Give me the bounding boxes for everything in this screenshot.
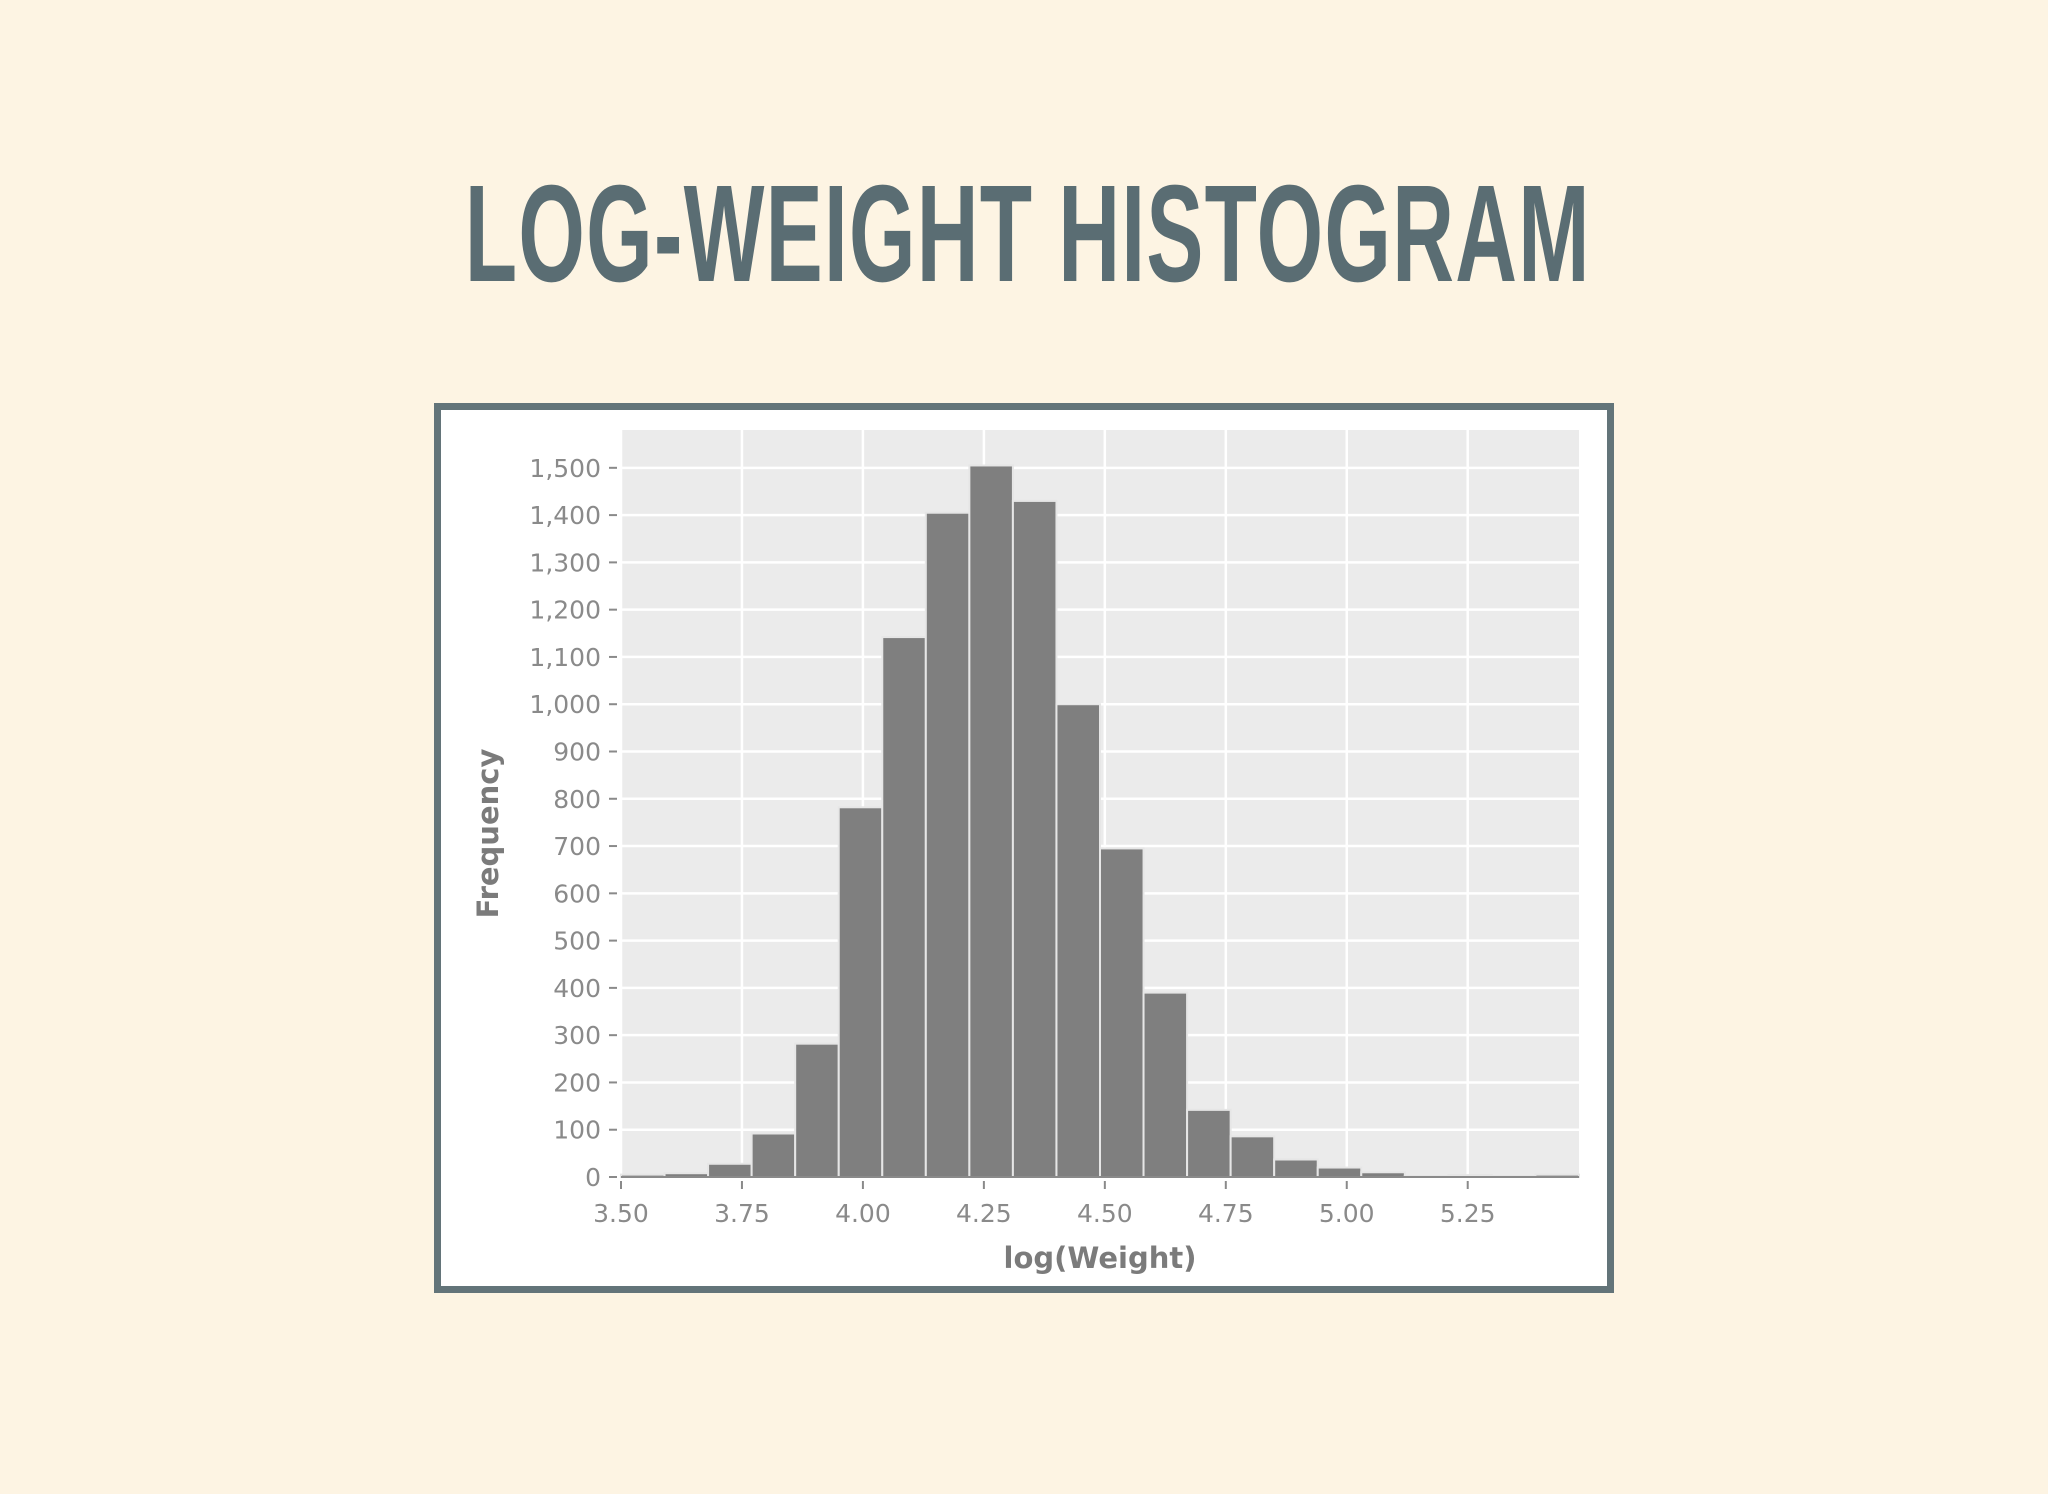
x-tick-label: 5.00: [1319, 1199, 1375, 1228]
x-axis-ticks: 3.50 3.75 4.00 4.25 4.50 4.75 5.00 5.25: [593, 1181, 1496, 1228]
y-tick-label: 1,100: [529, 643, 601, 672]
y-tick-label: 600: [553, 879, 601, 908]
x-tick-label: 3.50: [593, 1199, 649, 1228]
y-tick-label: 200: [553, 1068, 601, 1097]
histogram-bars: [620, 464, 1581, 1179]
histogram-bar: [1142, 991, 1189, 1179]
y-tick-label: 900: [553, 737, 601, 766]
histogram-bar: [1099, 847, 1145, 1178]
y-tick-label: 1,200: [529, 596, 601, 625]
histogram-bar: [1229, 1135, 1276, 1179]
x-tick-label: 5.25: [1440, 1199, 1496, 1228]
histogram-bar: [750, 1132, 797, 1178]
x-tick-label: 4.00: [835, 1199, 891, 1228]
y-tick-label: 1,300: [529, 548, 601, 577]
y-tick-label: 1,400: [529, 501, 601, 530]
x-tick-label: 3.75: [714, 1199, 770, 1228]
x-tick-label: 4.50: [1077, 1199, 1133, 1228]
histogram-bar: [1316, 1166, 1363, 1179]
y-tick-label: 500: [553, 927, 601, 956]
histogram-bar: [968, 464, 1014, 1178]
histogram-bar: [881, 636, 927, 1178]
y-tick-label: 300: [553, 1021, 601, 1050]
histogram-bar: [1055, 703, 1101, 1178]
histogram-chart: 0 100 200 300 400 500 600 700 800 900 1,000 1,100 1,…: [471, 430, 1581, 1275]
x-axis-title: log(Weight): [1004, 1241, 1197, 1275]
y-axis-title: Frequency: [471, 749, 505, 919]
slide-title: LOG-WEIGHT HISTOGRAM: [464, 157, 1591, 311]
y-tick-label: 700: [553, 832, 601, 861]
histogram-bar: [794, 1042, 840, 1178]
histogram-bar: [1186, 1108, 1232, 1179]
histogram-bar: [1011, 499, 1058, 1178]
y-tick-label: 100: [553, 1116, 601, 1145]
y-tick-label: 1,500: [529, 454, 601, 483]
y-axis-ticks: 0 100 200 300 400 500 600 700 800 900 1,000 1,100 1,…: [529, 454, 617, 1192]
histogram-bar: [707, 1162, 753, 1178]
x-tick-label: 4.25: [956, 1199, 1012, 1228]
y-tick-label: 0: [585, 1163, 601, 1192]
histogram-bar: [837, 806, 884, 1178]
y-tick-label: 400: [553, 974, 601, 1003]
histogram-bar: [924, 511, 971, 1178]
x-tick-label: 4.75: [1198, 1199, 1254, 1228]
histogram-bar: [1273, 1158, 1319, 1178]
y-tick-label: 800: [553, 785, 601, 814]
y-tick-label: 1,000: [529, 690, 601, 719]
chart-frame: 0 100 200 300 400 500 600 700 800 900 1,000 1,100 1,…: [434, 403, 1614, 1293]
